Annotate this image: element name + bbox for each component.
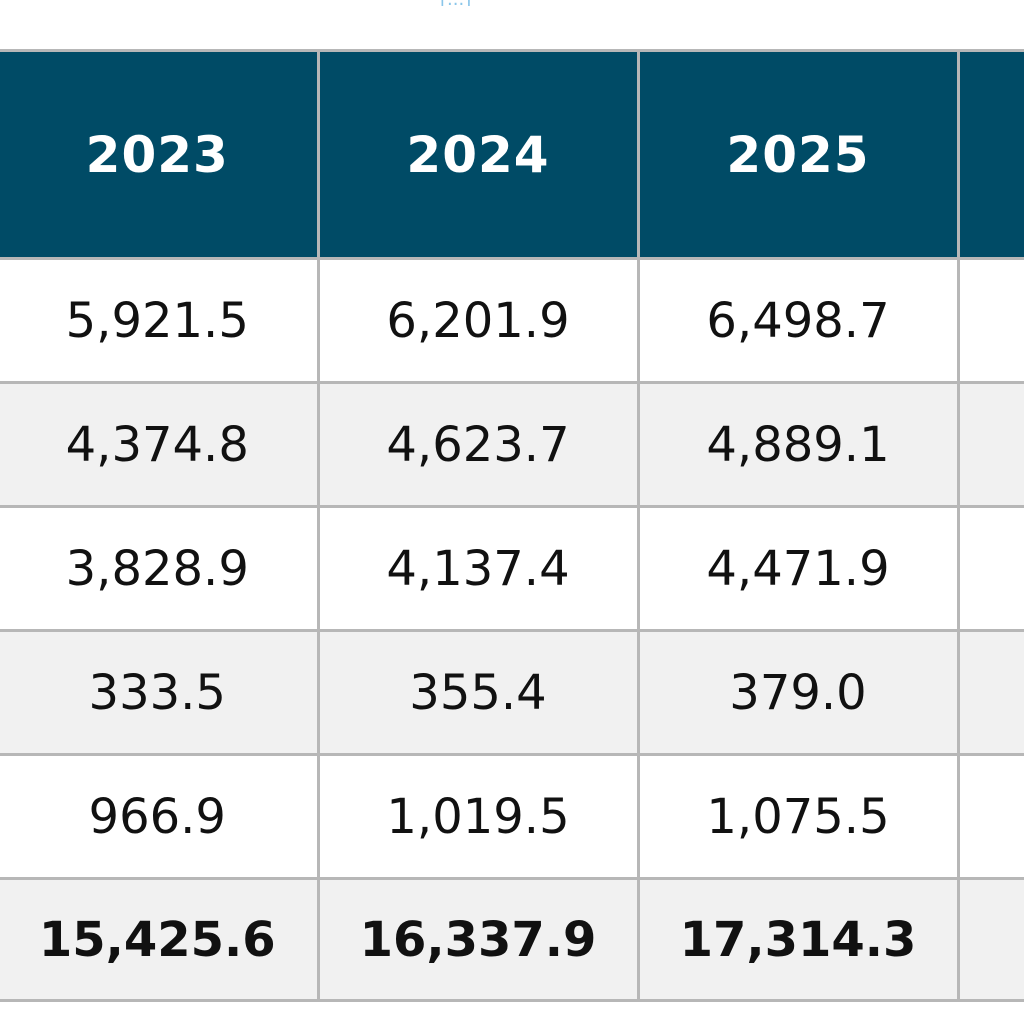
- table-cell: 3,828.9: [0, 506, 320, 632]
- total-cell: 17,314.3: [638, 878, 960, 1002]
- table-cell: 6,201.9: [318, 258, 640, 384]
- table-cell: 4,623.7: [318, 382, 640, 508]
- table-cell: 5: [958, 382, 1024, 508]
- total-cell: 16,337.9: [318, 878, 640, 1002]
- table-row: 3,828.9 4,137.4 4,471.9 5: [0, 506, 1024, 632]
- header-row: 2023 2024 2025 2026: [0, 50, 1024, 260]
- data-table-container: 2023 2024 2025 2026 5,921.5 6,201.9 6,49…: [0, 49, 1024, 1002]
- data-table: 2023 2024 2025 2026 5,921.5 6,201.9 6,49…: [0, 49, 1024, 1002]
- table-cell: 966.9: [0, 754, 320, 880]
- table-cell: 379.0: [638, 630, 960, 756]
- table-cell: 6,498.7: [638, 258, 960, 384]
- table-cell: 4,374.8: [0, 382, 320, 508]
- table-cell: 4,889.1: [638, 382, 960, 508]
- table-cell: 1,075.5: [638, 754, 960, 880]
- total-row: 15,425.6 16,337.9 17,314.3 1: [0, 878, 1024, 1002]
- column-header-2025: 2025: [638, 50, 960, 260]
- table-cell: 1: [958, 754, 1024, 880]
- table-cell: [958, 630, 1024, 756]
- column-header-2024: 2024: [318, 50, 640, 260]
- total-cell: 15,425.6: [0, 878, 320, 1002]
- column-header-partial: 2026: [958, 50, 1024, 260]
- table-cell: 7: [958, 258, 1024, 384]
- table-cell: 4,471.9: [638, 506, 960, 632]
- table-cell: 5: [958, 506, 1024, 632]
- table-cell: 333.5: [0, 630, 320, 756]
- table-row: 4,374.8 4,623.7 4,889.1 5: [0, 382, 1024, 508]
- table-cell: 4,137.4: [318, 506, 640, 632]
- top-title-fragment: [...]: [440, 0, 560, 6]
- table-row: 966.9 1,019.5 1,075.5 1: [0, 754, 1024, 880]
- table-cell: 355.4: [318, 630, 640, 756]
- table-row: 5,921.5 6,201.9 6,498.7 7: [0, 258, 1024, 384]
- table-cell: 5,921.5: [0, 258, 320, 384]
- total-cell: 1: [958, 878, 1024, 1002]
- table-cell: 1,019.5: [318, 754, 640, 880]
- column-header-2023: 2023: [0, 50, 320, 260]
- table-row: 333.5 355.4 379.0: [0, 630, 1024, 756]
